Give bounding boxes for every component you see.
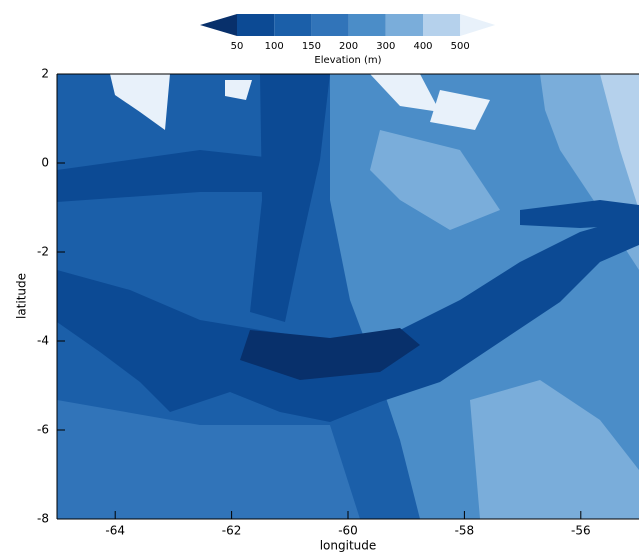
y-axis-label: latitude — [15, 273, 29, 319]
contour-region — [57, 150, 292, 202]
y-tick-label: -4 — [37, 334, 49, 348]
y-tick-label: 2 — [41, 67, 49, 81]
colorbar-extend-low — [200, 14, 237, 36]
map-area — [57, 74, 639, 519]
contour-region — [240, 328, 420, 380]
contour-region — [370, 74, 440, 112]
colorbar-tick-label: 50 — [231, 41, 244, 52]
colorbar-tick-label: 400 — [413, 41, 432, 52]
x-tick-label: -64 — [105, 524, 125, 538]
colorbar-extend-high — [460, 14, 496, 36]
colorbar-bin — [237, 14, 275, 36]
colorbar-bin — [385, 14, 423, 36]
colorbar-tick-label: 300 — [376, 41, 395, 52]
contour-region — [57, 215, 639, 422]
colorbar-bin — [348, 14, 386, 36]
colorbar-bin — [311, 14, 349, 36]
colorbar-tick-label: 100 — [265, 41, 284, 52]
contour-region — [57, 400, 360, 519]
colorbar-tick-label: 500 — [451, 41, 470, 52]
contour-region — [225, 80, 252, 100]
x-tick-label: -58 — [455, 524, 475, 538]
y-tick-label: -2 — [37, 245, 49, 259]
contour-region — [250, 74, 330, 322]
y-tick-label: -6 — [37, 423, 49, 437]
y-tick-label: 0 — [41, 156, 49, 170]
y-tick-label: -8 — [37, 512, 49, 526]
colorbar-tick-label: 150 — [302, 41, 321, 52]
contour-region — [470, 380, 639, 519]
x-tick-label: -56 — [571, 524, 591, 538]
x-tick-label: -60 — [338, 524, 358, 538]
contour-region — [520, 200, 639, 228]
colorbar-bin — [274, 14, 312, 36]
colorbar-bin — [423, 14, 461, 36]
x-tick-label: -62 — [222, 524, 242, 538]
contour-region — [430, 90, 490, 130]
contour-region — [370, 130, 500, 230]
x-axis-label: longitude — [320, 539, 377, 553]
colorbar-label: Elevation (m) — [314, 55, 381, 66]
contour-region — [600, 74, 639, 210]
colorbar-tick-label: 200 — [339, 41, 358, 52]
contour-region — [110, 74, 170, 130]
